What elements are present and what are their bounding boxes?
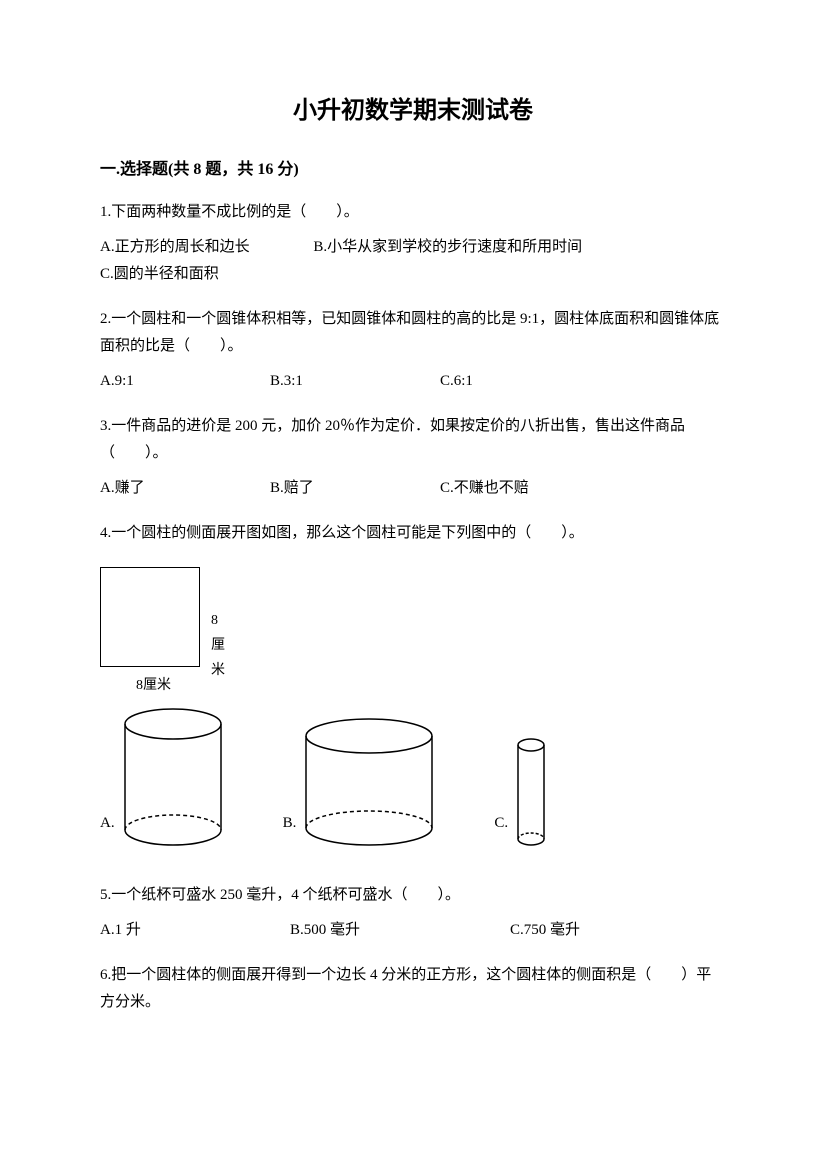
question-4: 4.一个圆柱的侧面展开图如图，那么这个圆柱可能是下列图中的（ ）。 8厘米 8厘… [100, 520, 726, 847]
square-label-bottom: 8厘米 [136, 673, 171, 698]
q1-opt-c: C.圆的半径和面积 [100, 266, 219, 282]
question-6: 6.把一个圆柱体的侧面展开得到一个边长 4 分米的正方形，这个圆柱体的侧面积是（… [100, 962, 726, 1016]
cylinder-option-b: B. [283, 717, 435, 847]
q5-opt-b: B.500 毫升 [290, 917, 510, 944]
cylinder-b-icon [304, 717, 434, 847]
cylinder-option-c: C. [494, 737, 546, 847]
square-figure: 8厘米 8厘米 [100, 567, 726, 667]
q1-text: 1.下面两种数量不成比例的是（ ）。 [100, 199, 726, 226]
q2-opt-a: A.9:1 [100, 368, 270, 395]
q3-opt-b: B.赔了 [270, 475, 440, 502]
question-1: 1.下面两种数量不成比例的是（ ）。 A.正方形的周长和边长 B.小华从家到学校… [100, 199, 726, 288]
q3-options: A.赚了 B.赔了 C.不赚也不赔 [100, 475, 726, 502]
q1-options: A.正方形的周长和边长 B.小华从家到学校的步行速度和所用时间 C.圆的半径和面… [100, 234, 726, 288]
q4-opt-c: C. [494, 810, 508, 837]
cylinder-a-icon [123, 707, 223, 847]
q1-opt-a: A.正方形的周长和边长 [100, 239, 250, 255]
square-box: 8厘米 8厘米 [100, 567, 200, 667]
question-5: 5.一个纸杯可盛水 250 毫升，4 个纸杯可盛水（ ）。 A.1 升 B.50… [100, 882, 726, 944]
page-title: 小升初数学期末测试卷 [100, 90, 726, 125]
q3-text: 3.一件商品的进价是 200 元，加价 20％作为定价．如果按定价的八折出售，售… [100, 413, 726, 467]
q2-text: 2.一个圆柱和一个圆锥体积相等，已知圆锥体和圆柱的高的比是 9:1，圆柱体底面积… [100, 306, 726, 360]
q4-opt-b: B. [283, 810, 297, 837]
question-2: 2.一个圆柱和一个圆锥体积相等，已知圆锥体和圆柱的高的比是 9:1，圆柱体底面积… [100, 306, 726, 395]
q3-opt-c: C.不赚也不赔 [440, 475, 610, 502]
q1-opt-b: B.小华从家到学校的步行速度和所用时间 [313, 239, 582, 255]
q2-opt-c: C.6:1 [440, 368, 610, 395]
q5-text: 5.一个纸杯可盛水 250 毫升，4 个纸杯可盛水（ ）。 [100, 882, 726, 909]
q5-opt-c: C.750 毫升 [510, 917, 580, 944]
q3-opt-a: A.赚了 [100, 475, 270, 502]
cylinder-option-a: A. [100, 707, 223, 847]
question-3: 3.一件商品的进价是 200 元，加价 20％作为定价．如果按定价的八折出售，售… [100, 413, 726, 502]
q6-text: 6.把一个圆柱体的侧面展开得到一个边长 4 分米的正方形，这个圆柱体的侧面积是（… [100, 962, 726, 1016]
square-label-right: 8厘米 [211, 608, 225, 684]
q4-opt-a: A. [100, 810, 115, 837]
q5-options: A.1 升 B.500 毫升 C.750 毫升 [100, 917, 726, 944]
q2-opt-b: B.3:1 [270, 368, 440, 395]
section-header: 一.选择题(共 8 题，共 16 分) [100, 155, 726, 179]
cylinders-row: A. B. C. [100, 707, 726, 847]
q5-opt-a: A.1 升 [100, 917, 290, 944]
q2-options: A.9:1 B.3:1 C.6:1 [100, 368, 726, 395]
cylinder-c-icon [516, 737, 546, 847]
q4-text: 4.一个圆柱的侧面展开图如图，那么这个圆柱可能是下列图中的（ ）。 [100, 520, 726, 547]
